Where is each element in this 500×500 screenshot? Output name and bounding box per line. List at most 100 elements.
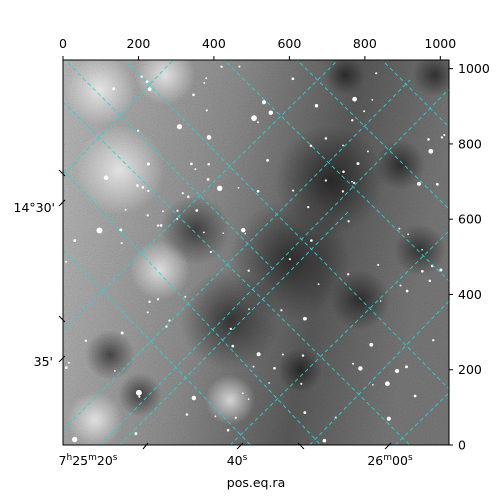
star — [240, 227, 246, 233]
star — [427, 138, 430, 141]
star — [280, 309, 283, 312]
star — [165, 325, 168, 328]
grid-line — [119, 209, 351, 445]
star — [440, 136, 444, 139]
dark-nebula — [413, 60, 449, 97]
star — [351, 119, 354, 122]
star — [352, 362, 354, 365]
star — [120, 331, 124, 335]
star — [237, 186, 240, 189]
star — [112, 87, 115, 91]
bright-region — [130, 240, 190, 300]
star — [191, 395, 197, 401]
star — [203, 231, 205, 234]
star — [73, 239, 77, 243]
star — [379, 300, 382, 302]
grid-line — [381, 60, 449, 128]
star — [351, 180, 353, 183]
star — [209, 250, 212, 254]
star — [168, 319, 171, 322]
star — [428, 279, 432, 283]
star — [399, 284, 402, 287]
top-tick-label: 0 — [59, 36, 67, 51]
star — [222, 232, 225, 235]
star — [342, 144, 344, 147]
dark-nebula — [85, 330, 135, 380]
star — [375, 72, 378, 75]
star — [146, 214, 149, 217]
bottom-ra-axis: 7h25m20s 40s 26m00s pos.eq.ra — [59, 442, 413, 490]
star — [358, 366, 363, 371]
star — [136, 129, 140, 132]
star — [247, 269, 250, 272]
star — [398, 227, 401, 230]
star — [72, 436, 78, 443]
star — [428, 148, 434, 154]
star — [443, 133, 446, 137]
star — [244, 232, 247, 235]
dark-nebula — [330, 270, 390, 330]
star — [214, 415, 217, 418]
star — [156, 224, 160, 227]
star — [84, 339, 88, 343]
dark-nebula — [375, 140, 425, 190]
star — [347, 273, 350, 276]
star — [352, 96, 357, 102]
star — [307, 205, 310, 209]
star — [203, 82, 206, 84]
star — [304, 317, 307, 320]
star — [146, 162, 150, 166]
star — [341, 190, 345, 193]
dark-nebula — [180, 270, 280, 370]
star — [176, 124, 183, 130]
ra-tick-label: 40s — [227, 453, 248, 468]
star — [439, 268, 443, 272]
grid-line — [296, 60, 449, 210]
star — [65, 260, 68, 263]
star — [356, 162, 360, 166]
star — [385, 381, 390, 387]
star — [352, 181, 356, 185]
star — [252, 365, 255, 368]
star — [317, 283, 320, 286]
grid-line — [63, 169, 322, 445]
star — [159, 224, 163, 227]
top-tick-label: 1000 — [424, 36, 456, 51]
star — [261, 100, 267, 105]
star — [268, 382, 270, 384]
bright-region — [135, 60, 195, 105]
star — [256, 189, 260, 193]
star — [251, 115, 257, 121]
star — [413, 394, 417, 398]
star — [162, 210, 164, 213]
right-tick-label: 200 — [458, 362, 482, 377]
star — [119, 228, 123, 232]
star — [347, 220, 350, 223]
x-axis-label: pos.eq.ra — [227, 475, 285, 490]
dec-tick-label: 35' — [34, 354, 53, 369]
grid-line — [63, 79, 411, 431]
star — [303, 411, 307, 414]
star — [310, 239, 313, 242]
top-tick-label: 200 — [127, 36, 151, 51]
right-tick-label: 600 — [458, 212, 482, 227]
dec-tick-label: 14°30' — [14, 200, 56, 215]
star — [417, 181, 421, 186]
star — [176, 209, 179, 212]
grid-line — [223, 60, 449, 282]
star — [421, 248, 423, 251]
star — [405, 289, 409, 293]
grid-line — [64, 60, 273, 269]
dark-nebula — [325, 60, 365, 95]
star — [124, 208, 127, 211]
star — [156, 298, 160, 301]
star — [206, 135, 212, 140]
star — [268, 110, 274, 115]
star — [181, 192, 184, 195]
grid-line — [99, 88, 449, 445]
star — [234, 416, 237, 419]
star — [288, 258, 291, 261]
bright-region — [75, 125, 165, 215]
star — [363, 110, 366, 113]
